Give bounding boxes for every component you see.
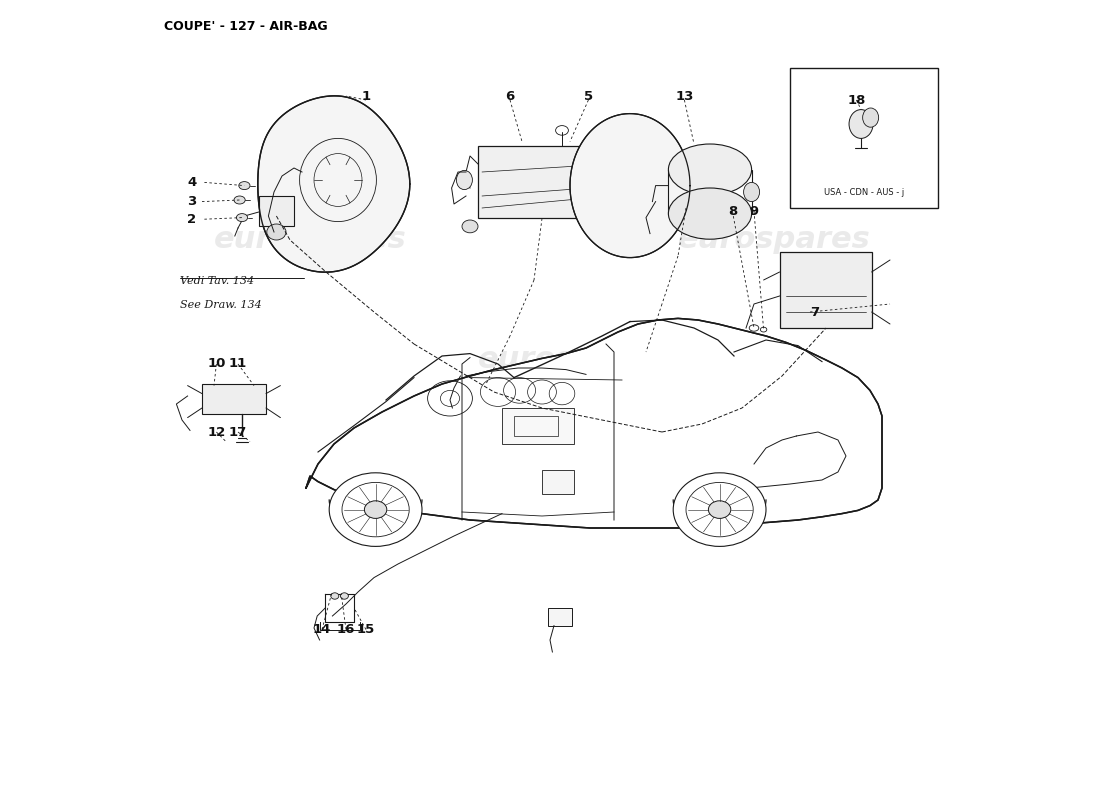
Polygon shape xyxy=(570,114,690,258)
Bar xyxy=(790,68,938,208)
Bar xyxy=(478,146,614,218)
Text: COUPE' - 127 - AIR-BAG: COUPE' - 127 - AIR-BAG xyxy=(164,20,328,33)
Ellipse shape xyxy=(267,224,286,240)
Text: 4: 4 xyxy=(187,176,197,189)
Text: eurospares: eurospares xyxy=(678,226,870,254)
Ellipse shape xyxy=(340,593,349,599)
Text: See Draw. 134: See Draw. 134 xyxy=(180,300,262,310)
Text: 16: 16 xyxy=(337,623,355,636)
Text: 15: 15 xyxy=(356,623,375,636)
Ellipse shape xyxy=(673,473,766,546)
Ellipse shape xyxy=(331,593,339,599)
Ellipse shape xyxy=(462,220,478,233)
Text: 14: 14 xyxy=(312,623,331,636)
Ellipse shape xyxy=(669,144,751,195)
Text: eurospares: eurospares xyxy=(213,226,406,254)
Bar xyxy=(780,252,871,328)
Text: 5: 5 xyxy=(584,90,593,102)
Text: 8: 8 xyxy=(728,205,737,218)
Bar xyxy=(514,416,558,436)
Ellipse shape xyxy=(456,170,472,190)
Text: 6: 6 xyxy=(505,90,515,102)
Text: 11: 11 xyxy=(229,358,248,370)
Polygon shape xyxy=(257,96,410,272)
Bar xyxy=(502,408,574,444)
Ellipse shape xyxy=(708,501,730,518)
Text: 18: 18 xyxy=(847,94,866,106)
Text: USA - CDN - AUS - j: USA - CDN - AUS - j xyxy=(824,188,904,197)
Bar xyxy=(549,608,572,626)
Ellipse shape xyxy=(364,501,387,518)
Text: Vedi Tav. 134: Vedi Tav. 134 xyxy=(180,276,254,286)
Ellipse shape xyxy=(849,110,873,138)
Text: 9: 9 xyxy=(749,205,759,218)
Text: 12: 12 xyxy=(207,426,226,438)
Text: 1: 1 xyxy=(362,90,371,102)
Text: 10: 10 xyxy=(207,358,226,370)
Text: 13: 13 xyxy=(675,90,694,102)
Text: 2: 2 xyxy=(187,213,197,226)
Text: 17: 17 xyxy=(229,426,248,438)
Ellipse shape xyxy=(234,196,245,204)
Bar xyxy=(258,196,294,226)
Ellipse shape xyxy=(329,473,422,546)
Ellipse shape xyxy=(236,214,248,222)
Bar xyxy=(202,384,266,414)
Ellipse shape xyxy=(669,188,751,239)
Ellipse shape xyxy=(744,182,760,202)
Ellipse shape xyxy=(239,182,250,190)
Bar xyxy=(542,470,574,494)
Text: 3: 3 xyxy=(187,195,197,208)
Text: 7: 7 xyxy=(810,306,820,318)
Polygon shape xyxy=(306,318,882,528)
Text: eurospares: eurospares xyxy=(477,346,670,374)
Ellipse shape xyxy=(862,108,879,127)
